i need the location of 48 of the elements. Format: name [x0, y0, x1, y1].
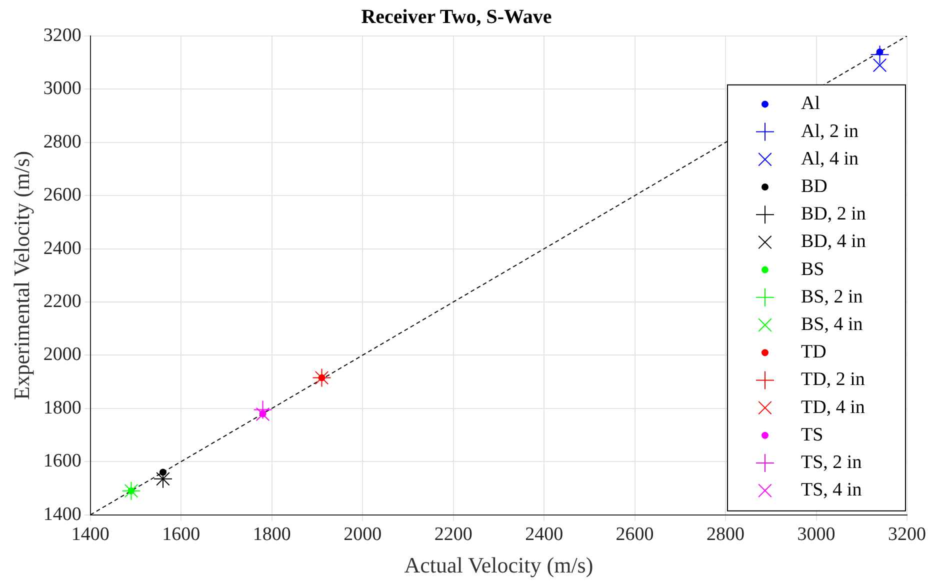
- y-axis-title: Experimental Velocity (m/s): [8, 150, 34, 400]
- legend-label: TD, 4 in: [801, 396, 866, 418]
- y-tick-label: 2200: [43, 290, 82, 312]
- x-tick-label: 1400: [71, 524, 110, 546]
- y-tick-label: 2600: [43, 184, 82, 206]
- legend-label: TS: [801, 424, 824, 446]
- x-tick-label: 2000: [344, 524, 382, 546]
- x-tick-label: 2400: [525, 524, 564, 546]
- point: [876, 48, 884, 56]
- x-tick-label: 1800: [252, 524, 291, 546]
- legend-label: BS, 4 in: [801, 314, 864, 335]
- legend-label: BD: [801, 176, 828, 197]
- x-axis-title: Actual Velocity (m/s): [404, 552, 594, 578]
- x-tick-label: 2800: [706, 524, 745, 546]
- legend-label: TD, 2 in: [801, 369, 866, 390]
- point: [156, 472, 170, 486]
- y-tick-label: 3000: [43, 78, 82, 100]
- x-tick-label: 3200: [888, 524, 926, 546]
- point: [872, 58, 887, 72]
- point: [159, 468, 166, 476]
- legend-label: BD, 4 in: [801, 231, 866, 252]
- chart-title: Receiver Two, S-Wave: [361, 6, 552, 28]
- legend-label: BS, 2 in: [801, 286, 864, 308]
- y-tick-label: 1800: [43, 397, 82, 418]
- y-tick-label: 2000: [43, 344, 82, 366]
- legend-label: Al, 2 in: [801, 120, 860, 142]
- point: [870, 45, 890, 64]
- legend-label: Al, 4 in: [801, 148, 860, 170]
- legend-label: TS, 4 in: [801, 480, 862, 501]
- legend-label: Al: [801, 93, 820, 114]
- legend-label: TD: [801, 342, 826, 363]
- point: [256, 407, 270, 422]
- point: [259, 410, 266, 418]
- y-tick-label: 2800: [43, 131, 82, 152]
- point: [128, 487, 135, 494]
- point: [318, 374, 326, 382]
- y-tick-label: 1400: [43, 504, 82, 525]
- x-tick-label: 2600: [616, 524, 654, 546]
- legend-label: BS: [801, 258, 824, 280]
- x-tick-label: 1600: [162, 524, 200, 546]
- point: [253, 400, 272, 420]
- y-tick-label: 3200: [43, 24, 82, 46]
- x-tick-label: 3000: [797, 524, 836, 546]
- y-tick-label: 2400: [43, 238, 82, 259]
- legend-label: BD, 2 in: [801, 204, 866, 225]
- x-tick-label: 2200: [434, 524, 472, 546]
- legend-label: TS, 2 in: [801, 452, 862, 473]
- y-tick-label: 1600: [43, 450, 82, 472]
